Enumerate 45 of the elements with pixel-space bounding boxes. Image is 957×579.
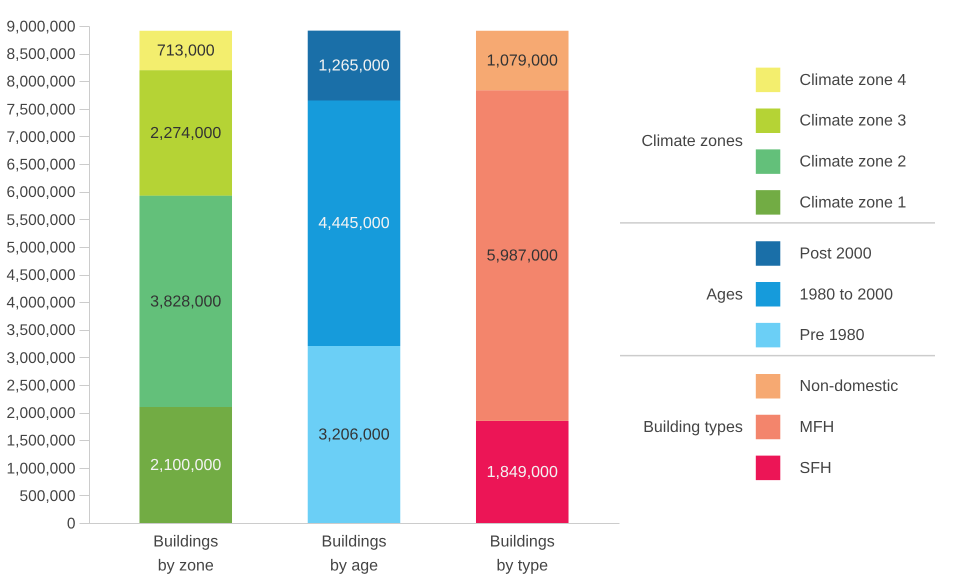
y-tick-label: 8,000,000 — [6, 74, 76, 91]
x-tick-label: Buildings by zone — [153, 534, 218, 574]
data-label: 2,100,000 — [150, 457, 222, 474]
y-tick-label: 8,500,000 — [6, 46, 76, 64]
legend-label: Climate zone 2 — [800, 154, 906, 171]
y-tick-label: 1,500,000 — [6, 432, 76, 450]
y-tick-label: 500,000 — [19, 488, 76, 505]
data-label: 5,987,000 — [486, 248, 558, 265]
data-label: 713,000 — [156, 42, 215, 60]
y-tick-label: 9,000,000 — [6, 18, 76, 36]
y-tick-label: 6,000,000 — [6, 184, 76, 202]
text: Building types — [643, 419, 743, 436]
text: Ages — [706, 286, 743, 304]
x-tick-label: Buildings by type — [490, 534, 555, 574]
y-tick-label: 2,500,000 — [6, 377, 76, 394]
y-tick-label: 3,000,000 — [6, 350, 76, 367]
y-tick-label: 6,500,000 — [6, 156, 76, 174]
y-tick-label: 4,500,000 — [6, 267, 76, 284]
data-label: 1,849,000 — [486, 464, 558, 481]
data-label: 1,265,000 — [318, 58, 390, 75]
legend-label: Non-domestic — [800, 378, 898, 396]
y-tick-label: 1,000,000 — [6, 460, 76, 478]
legend-label: SFH — [800, 460, 832, 477]
data-label: 4,445,000 — [318, 215, 390, 232]
y-tick-label: 4,000,000 — [6, 294, 76, 312]
legend-label: Climate zone 1 — [800, 194, 906, 212]
x-tick-label: Buildings by age — [322, 534, 386, 574]
text: Climate zones — [641, 133, 743, 150]
legend-label: Climate zone 4 — [800, 72, 906, 89]
data-label: 1,079,000 — [486, 52, 558, 70]
legend-label: 1980 to 2000 — [800, 286, 894, 304]
legend-label: Post 2000 — [800, 245, 872, 262]
data-label: 3,206,000 — [318, 426, 390, 444]
y-tick-label: 7,500,000 — [6, 101, 76, 118]
data-label: 2,274,000 — [150, 124, 222, 142]
legend-label: Climate zone 3 — [800, 112, 906, 130]
y-tick-label: 2,000,000 — [6, 405, 76, 422]
y-tick-label: 7,000,000 — [6, 128, 76, 146]
y-tick-label: 5,000,000 — [6, 239, 76, 256]
y-tick-label: 5,500,000 — [6, 212, 76, 229]
legend-label: MFH — [800, 419, 834, 436]
y-tick-label: 3,500,000 — [6, 322, 76, 340]
data-label: 3,828,000 — [150, 293, 222, 310]
legend-label: Pre 1980 — [800, 327, 865, 344]
y-tick-label: 0 — [66, 516, 76, 532]
